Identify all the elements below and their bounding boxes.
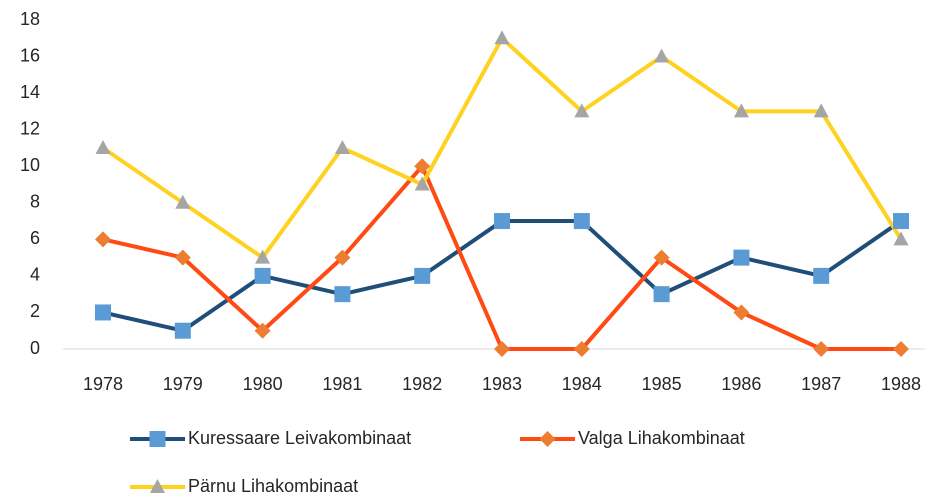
marker	[653, 286, 670, 303]
y-tick-label: 2	[30, 301, 40, 321]
marker	[893, 213, 909, 230]
marker	[494, 341, 510, 357]
x-tick-label: 1984	[562, 374, 602, 394]
y-tick-label: 0	[30, 338, 40, 358]
marker	[654, 48, 670, 63]
y-tick-label: 8	[30, 192, 40, 212]
legend-label: Kuressaare Leivakombinaat	[188, 428, 411, 448]
marker	[414, 158, 431, 175]
marker	[813, 341, 830, 357]
marker	[95, 304, 111, 321]
legend-marker	[149, 431, 166, 447]
marker	[733, 249, 750, 266]
y-tick-label: 12	[20, 118, 40, 138]
marker	[254, 267, 271, 284]
marker	[494, 30, 510, 45]
marker	[494, 213, 510, 230]
y-tick-label: 6	[30, 228, 40, 248]
y-tick-label: 10	[20, 155, 40, 175]
marker	[733, 103, 749, 118]
legend-marker	[150, 479, 165, 493]
legend-marker	[539, 431, 556, 447]
x-tick-label: 1982	[402, 374, 442, 394]
y-tick-label: 14	[20, 82, 40, 102]
marker	[254, 322, 271, 339]
y-tick-label: 18	[20, 9, 40, 29]
marker	[573, 213, 590, 230]
x-tick-label: 1981	[322, 374, 362, 394]
marker	[733, 304, 750, 321]
marker	[813, 103, 829, 118]
y-tick-label: 16	[20, 45, 40, 65]
x-tick-label: 1987	[801, 374, 841, 394]
series-line	[102, 219, 903, 333]
marker	[95, 139, 111, 154]
x-tick-label: 1983	[482, 374, 522, 394]
marker	[414, 176, 430, 191]
marker	[813, 267, 830, 284]
x-tick-label: 1986	[721, 374, 761, 394]
marker	[893, 341, 909, 357]
marker	[174, 322, 191, 339]
marker	[653, 249, 670, 266]
marker	[334, 139, 350, 154]
x-tick-label: 1988	[881, 374, 921, 394]
marker	[573, 341, 590, 357]
marker	[175, 194, 191, 209]
marker	[893, 231, 909, 246]
x-tick-label: 1985	[642, 374, 682, 394]
y-tick-label: 4	[30, 265, 40, 285]
marker	[95, 231, 111, 248]
x-tick-label: 1980	[243, 374, 283, 394]
x-tick-label: 1979	[163, 374, 203, 394]
legend-label: Valga Lihakombinaat	[578, 428, 745, 448]
marker	[414, 267, 431, 284]
legend-label: Pärnu Lihakombinaat	[188, 476, 358, 496]
marker	[574, 103, 590, 118]
x-tick-label: 1978	[83, 374, 123, 394]
marker	[255, 249, 271, 264]
series-line	[102, 164, 901, 351]
marker	[334, 249, 351, 266]
marker	[174, 249, 191, 266]
marker	[334, 286, 351, 303]
